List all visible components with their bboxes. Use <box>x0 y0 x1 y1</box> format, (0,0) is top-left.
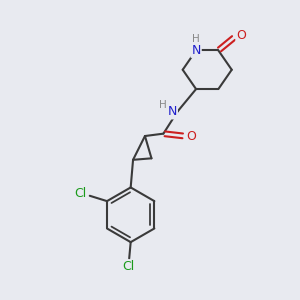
Text: H: H <box>159 100 167 110</box>
Text: O: O <box>236 29 246 42</box>
Text: N: N <box>191 44 201 57</box>
Text: N: N <box>168 106 177 118</box>
Text: H: H <box>192 34 199 44</box>
Text: Cl: Cl <box>122 260 135 273</box>
Text: Cl: Cl <box>75 187 87 200</box>
Text: O: O <box>186 130 196 142</box>
